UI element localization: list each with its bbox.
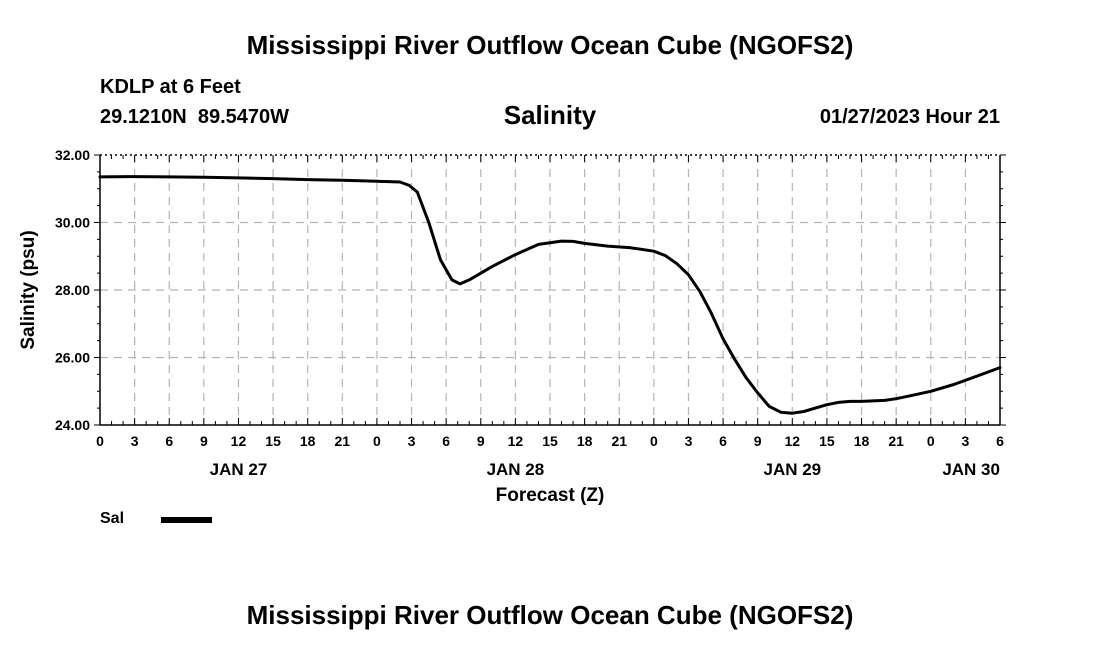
variable-title: Salinity <box>503 100 597 130</box>
x-tick-label: 15 <box>542 433 558 449</box>
x-tick-label: 21 <box>335 433 351 449</box>
x-tick-label: 18 <box>300 433 316 449</box>
x-tick-label: 0 <box>927 433 935 449</box>
x-tick-label: 12 <box>508 433 524 449</box>
station-coordinates: 29.1210N 89.5470W <box>100 106 290 128</box>
x-tick-label: 0 <box>373 433 381 449</box>
x-tick-label: 0 <box>650 433 658 449</box>
x-tick-label: 3 <box>131 433 139 449</box>
y-tick-label: 30.00 <box>55 215 90 231</box>
y-tick-label: 24.00 <box>55 417 90 433</box>
chart-title-bottom: Mississippi River Outflow Ocean Cube (NG… <box>246 600 854 630</box>
x-axis-title: Forecast (Z) <box>496 485 605 506</box>
legend-label: Sal <box>100 510 125 527</box>
x-date-label: JAN 29 <box>763 460 821 479</box>
x-tick-label: 12 <box>785 433 801 449</box>
forecast-datetime: 01/27/2023 Hour 21 <box>819 106 1000 128</box>
x-tick-label: 6 <box>996 433 1004 449</box>
x-tick-label: 18 <box>577 433 593 449</box>
y-tick-label: 26.00 <box>55 350 90 366</box>
x-tick-label: 3 <box>961 433 969 449</box>
x-tick-label: 9 <box>477 433 485 449</box>
x-tick-label: 6 <box>165 433 173 449</box>
y-tick-label: 28.00 <box>55 282 90 298</box>
x-date-label: JAN 30 <box>942 460 1000 479</box>
x-tick-label: 21 <box>888 433 904 449</box>
x-tick-label: 3 <box>685 433 693 449</box>
x-tick-label: 9 <box>754 433 762 449</box>
y-tick-label: 32.00 <box>55 147 90 163</box>
x-tick-label: 6 <box>442 433 450 449</box>
x-tick-label: 15 <box>265 433 281 449</box>
x-tick-label: 3 <box>408 433 416 449</box>
x-tick-label: 12 <box>231 433 247 449</box>
chart-title-top: Mississippi River Outflow Ocean Cube (NG… <box>246 30 854 60</box>
y-axis-title: Salinity (psu) <box>18 230 39 349</box>
x-tick-label: 0 <box>96 433 104 449</box>
x-tick-label: 15 <box>819 433 835 449</box>
x-tick-label: 21 <box>611 433 627 449</box>
x-date-label: JAN 28 <box>487 460 545 479</box>
x-tick-label: 6 <box>719 433 727 449</box>
station-label: KDLP at 6 Feet <box>100 76 241 98</box>
x-tick-label: 18 <box>854 433 870 449</box>
x-date-label: JAN 27 <box>210 460 268 479</box>
x-tick-label: 9 <box>200 433 208 449</box>
series-line-sal <box>98 175 1002 415</box>
legend-line-swatch <box>161 517 212 523</box>
